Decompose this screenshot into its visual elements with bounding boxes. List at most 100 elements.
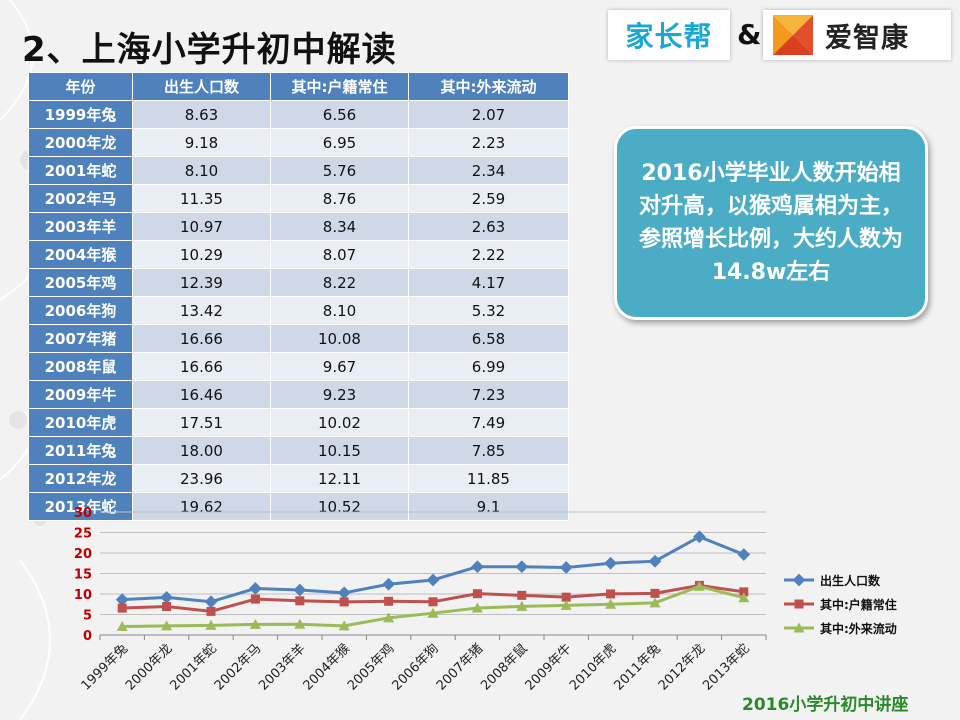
value-cell: 10.15 xyxy=(270,436,409,465)
data-point xyxy=(338,620,350,631)
data-point xyxy=(515,560,529,574)
x-tick-label: 2009年牛 xyxy=(523,641,575,693)
x-tick-label: 2002年马 xyxy=(212,641,264,693)
ampersand: & xyxy=(737,18,762,51)
x-tick-label: 2013年蛇 xyxy=(700,641,752,693)
value-cell: 17.51 xyxy=(132,408,271,437)
value-cell: 2.23 xyxy=(408,128,569,157)
year-cell: 2008年鼠 xyxy=(28,352,133,381)
data-point xyxy=(559,561,573,574)
value-cell: 16.66 xyxy=(132,352,271,381)
value-cell: 9.18 xyxy=(132,128,271,157)
data-point xyxy=(294,618,306,629)
value-cell: 10.02 xyxy=(270,408,409,437)
data-point xyxy=(160,590,173,604)
data-point xyxy=(250,594,260,604)
y-tick-label: 15 xyxy=(74,568,92,583)
data-point xyxy=(650,588,660,598)
value-cell: 9.67 xyxy=(270,352,409,381)
x-tick-label: 2006年狗 xyxy=(389,641,441,693)
data-point xyxy=(295,596,305,606)
data-point xyxy=(472,589,482,599)
year-cell: 2000年龙 xyxy=(28,128,133,157)
value-cell: 6.56 xyxy=(270,100,409,129)
x-tick-label: 2011年兔 xyxy=(611,641,663,693)
value-cell: 16.66 xyxy=(132,324,271,353)
value-cell: 9.23 xyxy=(270,380,409,409)
table-row: 2005年鸡 12.39 8.22 4.17 xyxy=(28,268,569,297)
data-point xyxy=(738,592,750,603)
data-point xyxy=(204,595,218,609)
value-cell: 2.63 xyxy=(408,212,569,241)
table-row: 2001年蛇 8.10 5.76 2.34 xyxy=(28,156,569,185)
x-tick-label: 2012年龙 xyxy=(656,641,708,693)
callout-text: 2016小学毕业人数开始相对升高，以猴鸡属相为主，参照增长比例，大约人数为14.… xyxy=(638,161,903,285)
data-point xyxy=(516,600,528,611)
table-row: 1999年兔 8.63 6.56 2.07 xyxy=(28,100,569,129)
value-cell: 9.1 xyxy=(408,492,569,521)
header-births: 出生人口数 xyxy=(132,72,271,101)
y-tick-label: 10 xyxy=(74,588,92,603)
data-point xyxy=(606,589,616,599)
table-row: 2011年兔 18.00 10.15 7.85 xyxy=(28,436,569,465)
year-cell: 2006年狗 xyxy=(28,296,133,325)
value-cell: 18.00 xyxy=(132,436,271,465)
data-point xyxy=(161,620,173,631)
table-row: 2012年龙 23.96 12.11 11.85 xyxy=(28,464,569,493)
value-cell: 11.85 xyxy=(408,464,569,493)
table-row: 2000年龙 9.18 6.95 2.23 xyxy=(28,128,569,157)
table-row: 2013年蛇 19.62 10.52 9.1 xyxy=(28,492,569,521)
table-row: 2004年猴 10.29 8.07 2.22 xyxy=(28,240,569,269)
year-cell: 2013年蛇 xyxy=(28,492,133,521)
legend-marker xyxy=(794,599,804,609)
data-point xyxy=(339,597,349,607)
table-row: 2006年狗 13.42 8.10 5.32 xyxy=(28,296,569,325)
data-point xyxy=(428,597,438,607)
x-tick-label: 2003年羊 xyxy=(256,641,309,694)
aizhikang-logo-text: 爱智康 xyxy=(825,22,909,54)
legend-marker xyxy=(793,622,805,633)
data-point xyxy=(604,556,617,570)
value-cell: 8.10 xyxy=(270,296,409,325)
value-cell: 10.29 xyxy=(132,240,271,269)
footer-text: 2016小学升初中讲座 xyxy=(742,695,909,715)
year-cell: 2001年蛇 xyxy=(28,156,133,185)
aizhikang-mark-icon xyxy=(773,15,813,55)
data-point xyxy=(382,577,395,591)
data-point xyxy=(739,587,749,597)
value-cell: 8.22 xyxy=(270,268,409,297)
data-point xyxy=(561,592,571,602)
data-point xyxy=(249,582,262,595)
value-cell: 12.39 xyxy=(132,268,271,297)
x-tick-label: 2008年鼠 xyxy=(478,641,530,693)
value-cell: 6.99 xyxy=(408,352,569,381)
table-row: 2003年羊 10.97 8.34 2.63 xyxy=(28,212,569,241)
data-point xyxy=(337,586,351,600)
data-point xyxy=(384,596,394,606)
year-cell: 2005年鸡 xyxy=(28,268,133,297)
value-cell: 7.23 xyxy=(408,380,569,409)
x-tick-label: 1999年兔 xyxy=(79,641,131,693)
header-migrant: 其中:外来流动 xyxy=(408,72,569,101)
x-tick-label: 2007年猪 xyxy=(434,641,486,693)
year-cell: 1999年兔 xyxy=(28,100,133,129)
value-cell: 2.22 xyxy=(408,240,569,269)
y-tick-label: 5 xyxy=(83,609,92,624)
year-cell: 2009年牛 xyxy=(28,380,133,409)
value-cell: 6.58 xyxy=(408,324,569,353)
value-cell: 8.10 xyxy=(132,156,271,185)
value-cell: 23.96 xyxy=(132,464,271,493)
data-point xyxy=(649,597,661,608)
value-cell: 5.76 xyxy=(270,156,409,185)
table-row: 2002年马 11.35 8.76 2.59 xyxy=(28,184,569,213)
year-cell: 2012年龙 xyxy=(28,464,133,493)
table-row: 2007年猪 16.66 10.08 6.58 xyxy=(28,324,569,353)
value-cell: 16.46 xyxy=(132,380,271,409)
jiazhangbang-logo: 家长帮 xyxy=(608,10,730,60)
value-cell: 8.76 xyxy=(270,184,409,213)
data-point xyxy=(249,618,261,629)
value-cell: 19.62 xyxy=(132,492,271,521)
value-cell: 7.85 xyxy=(408,436,569,465)
data-point xyxy=(206,606,216,616)
data-point xyxy=(471,602,483,613)
